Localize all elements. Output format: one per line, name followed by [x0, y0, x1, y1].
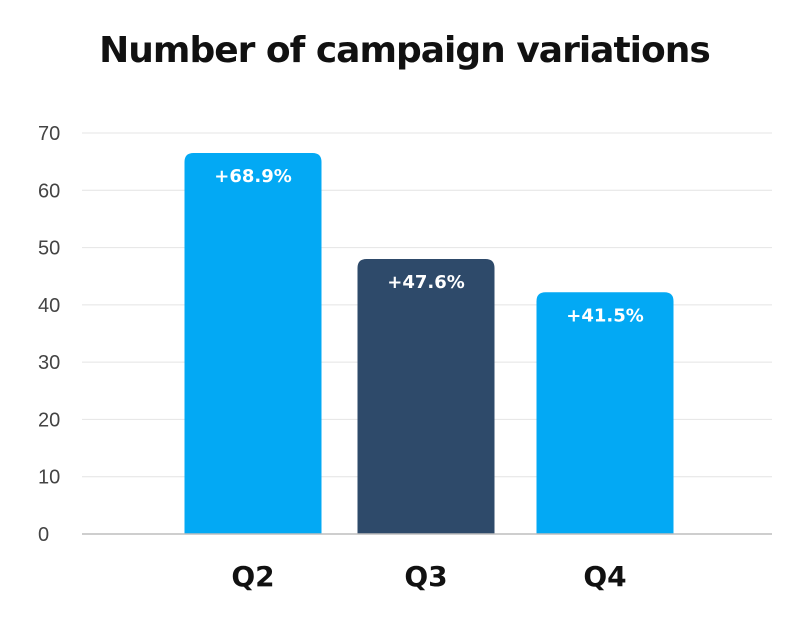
data-label: +68.9%: [214, 166, 292, 187]
x-category-label: Q2: [231, 560, 274, 593]
y-tick-label: 70: [38, 123, 60, 145]
y-tick-label: 10: [38, 467, 60, 489]
bars: [184, 153, 674, 535]
data-label: +47.6%: [387, 272, 465, 293]
data-label: +41.5%: [566, 305, 644, 326]
y-axis-ticks: 0 10 20 30 40 50 60 70: [38, 123, 60, 546]
data-labels: +68.9% +47.6% +41.5%: [214, 166, 644, 326]
chart-title: Number of campaign variations: [99, 30, 711, 71]
y-tick-label: 0: [38, 524, 49, 546]
bar-q2: [184, 153, 322, 535]
y-tick-label: 60: [38, 180, 60, 202]
x-category-label: Q3: [404, 560, 447, 593]
x-axis-categories: Q2 Q3 Q4: [231, 560, 626, 593]
y-tick-label: 40: [38, 295, 60, 317]
y-tick-label: 30: [38, 352, 60, 374]
y-tick-label: 50: [38, 238, 60, 260]
x-category-label: Q4: [583, 560, 626, 593]
y-tick-label: 20: [38, 409, 60, 431]
bar-q4: [536, 292, 674, 534]
bar-q3: [357, 259, 495, 534]
